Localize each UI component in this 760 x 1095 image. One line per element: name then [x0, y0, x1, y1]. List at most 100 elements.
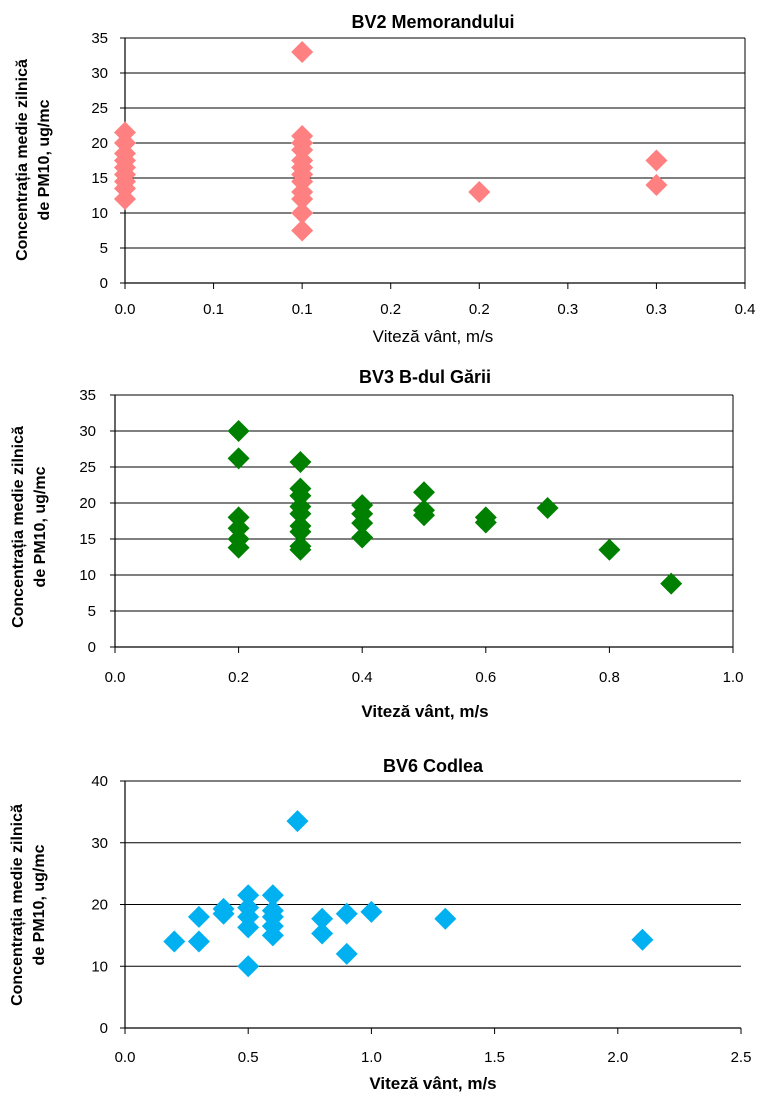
x-tick-label: 0.3	[557, 301, 578, 318]
y-axis-label-line1: Concentrația medie zilnică	[10, 426, 27, 628]
data-point	[187, 930, 210, 953]
data-point	[598, 538, 621, 561]
y-tick-label: 20	[91, 135, 108, 152]
y-tick-label: 10	[91, 205, 108, 222]
y-axis-label-line2: de PM10, ug/mc	[32, 466, 49, 587]
x-tick-label: 2.5	[731, 1049, 752, 1066]
data-point	[291, 219, 314, 242]
data-point	[212, 902, 235, 925]
y-axis-label: Concentrația medie zilnică de PM10, ug/m…	[14, 59, 53, 261]
chart-title: BV6 Codlea	[383, 756, 484, 776]
data-point	[289, 450, 312, 473]
x-tick-label: 1.0	[723, 669, 744, 686]
data-point	[261, 924, 284, 947]
y-tick-label: 10	[79, 567, 96, 584]
y-tick-label: 0	[100, 1020, 108, 1037]
x-tick-label: 0.2	[380, 301, 401, 318]
y-tick-label: 35	[79, 387, 96, 404]
x-tick-label: 0.0	[115, 301, 136, 318]
x-tick-label: 0.1	[292, 301, 313, 318]
data-point	[413, 481, 435, 504]
y-axis-label: Concentrația medie zilnică de PM10, ug/m…	[10, 426, 49, 628]
data-point	[227, 420, 250, 442]
x-tick-label: 0.3	[646, 301, 667, 318]
x-tick-label: 0.8	[599, 669, 620, 686]
data-point	[311, 922, 334, 945]
data-point	[289, 520, 312, 543]
x-tick-label: 1.5	[484, 1049, 505, 1066]
x-tick-label: 0.4	[735, 301, 756, 318]
data-point	[413, 504, 435, 527]
data-point	[289, 502, 312, 525]
x-tick-label: 2.0	[607, 1049, 628, 1066]
y-tick-label: 30	[91, 65, 108, 82]
data-point	[311, 907, 334, 930]
plot-area: 0 5 10 15 20 25 30 35 0.0 0.2 0.4 0.6 0.8 1.0	[79, 387, 743, 686]
x-tick-label: 0.0	[105, 669, 126, 686]
y-tick-label: 10	[91, 958, 108, 975]
y-tick-label: 5	[100, 240, 108, 257]
data-point	[114, 188, 136, 210]
y-axis-label-line1: Concentrația medie zilnică	[9, 804, 26, 1006]
y-axis-label-line1: Concentrația medie zilnică	[14, 59, 31, 261]
y-tick-label: 15	[79, 531, 96, 548]
data-point	[468, 181, 491, 203]
x-tick-label: 0.1	[203, 301, 224, 318]
data-point	[536, 497, 559, 520]
chart-title: BV2 Memorandului	[351, 12, 514, 32]
data-point	[237, 955, 260, 978]
data-point	[474, 511, 497, 534]
y-tick-label: 25	[91, 100, 108, 117]
y-axis-label: Concentrația medie zilnică de PM10, ug/m…	[9, 804, 48, 1006]
x-tick-label: 0.6	[475, 669, 496, 686]
y-tick-label: 5	[88, 603, 96, 620]
x-axis-label: Viteză vânt, m/s	[369, 1074, 496, 1093]
data-point	[187, 905, 210, 928]
data-point	[631, 928, 654, 951]
data-point	[351, 512, 374, 535]
data-point	[645, 149, 668, 172]
x-tick-label: 0.0	[115, 1049, 136, 1066]
data-point	[286, 810, 309, 833]
y-tick-label: 25	[79, 459, 96, 476]
y-tick-label: 35	[91, 30, 108, 47]
x-tick-label: 0.2	[469, 301, 490, 318]
data-point	[289, 538, 312, 561]
chart-bv3-bdul-garii: BV3 B-dul Gării Viteză vânt, m/s Concent…	[10, 367, 743, 721]
y-tick-label: 20	[79, 495, 96, 512]
x-axis-label: Viteză vânt, m/s	[361, 702, 488, 721]
y-tick-label: 20	[91, 897, 108, 914]
data-point	[660, 572, 683, 595]
chart-bv2-memorandului: BV2 Memorandului Viteză vânt, m/s Concen…	[14, 12, 755, 346]
data-point	[335, 942, 358, 965]
y-tick-label: 15	[91, 170, 108, 187]
y-tick-label: 30	[79, 423, 96, 440]
data-point	[645, 174, 668, 196]
plot-area: 0 5 10 15 20 25 30 35 0.0 0.1 0.1 0.2 0.2 0.3 0.3 0.4	[91, 30, 755, 318]
x-tick-label: 0.2	[228, 669, 249, 686]
data-point	[291, 41, 314, 63]
data-point	[434, 907, 457, 930]
x-tick-label: 0.4	[352, 669, 373, 686]
x-axis-label: Viteză vânt, m/s	[373, 327, 494, 346]
data-point	[227, 447, 250, 470]
y-axis-label-line2: de PM10, ug/mc	[36, 99, 53, 220]
data-point	[237, 884, 260, 907]
data-point	[291, 188, 314, 210]
y-axis-label-line2: de PM10, ug/mc	[31, 844, 48, 965]
chart-title: BV3 B-dul Gării	[359, 367, 491, 387]
x-tick-label: 0.5	[238, 1049, 259, 1066]
y-tick-label: 0	[88, 639, 96, 656]
data-point	[227, 536, 250, 559]
plot-area: 0 10 20 30 40 0.0 0.5 1.0 1.5 2.0 2.5	[91, 773, 751, 1066]
y-tick-label: 30	[91, 835, 108, 852]
chart-bv6-codlea: BV6 Codlea Viteză vânt, m/s Concentrația…	[9, 756, 751, 1093]
y-tick-label: 0	[100, 275, 108, 292]
data-point	[163, 930, 186, 953]
data-point	[261, 884, 284, 907]
data-point	[360, 900, 383, 923]
y-tick-label: 40	[91, 773, 108, 790]
x-tick-label: 1.0	[361, 1049, 382, 1066]
data-point	[291, 202, 314, 224]
